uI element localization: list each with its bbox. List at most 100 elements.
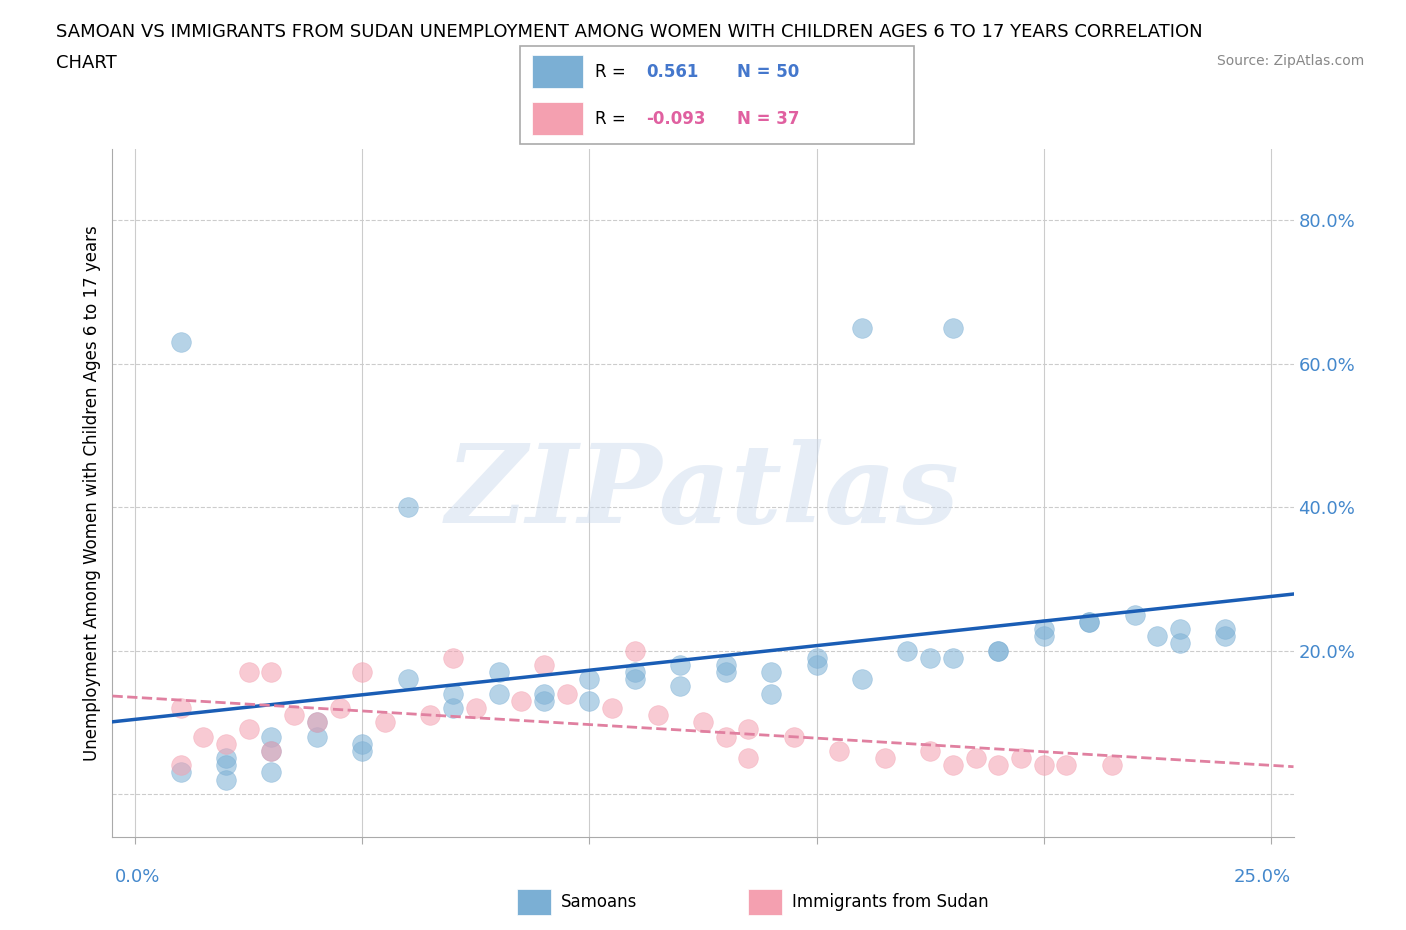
Point (329, 700, 352, 715)
Point (169, 335, 191, 350)
Point (965, 751, 987, 765)
Point (510, 694, 533, 709)
Point (488, 686, 510, 701)
Point (396, 499, 419, 514)
Point (759, 686, 782, 701)
Point (1168, 621, 1191, 636)
Text: 0.561: 0.561 (647, 63, 699, 81)
Point (942, 650, 965, 665)
Point (942, 321, 965, 336)
Point (669, 658, 692, 672)
Text: 25.0%: 25.0% (1234, 868, 1291, 886)
Point (352, 744, 374, 759)
Point (305, 715, 328, 730)
Point (1101, 758, 1123, 773)
Point (419, 708, 441, 723)
Point (806, 650, 828, 665)
Point (260, 744, 283, 759)
Point (987, 644, 1010, 658)
Point (1123, 607, 1146, 622)
Point (737, 751, 759, 765)
Point (851, 321, 873, 336)
Text: SAMOAN VS IMMIGRANTS FROM SUDAN UNEMPLOYMENT AMONG WOMEN WITH CHILDREN AGES 6 TO: SAMOAN VS IMMIGRANTS FROM SUDAN UNEMPLOY… (56, 23, 1204, 41)
Point (1054, 758, 1077, 773)
Y-axis label: Unemployment Among Women with Children Ages 6 to 17 years: Unemployment Among Women with Children A… (83, 225, 101, 761)
Point (1215, 629, 1237, 644)
Text: Samoans: Samoans (561, 893, 637, 911)
Point (1146, 629, 1168, 644)
Point (169, 700, 191, 715)
Text: N = 37: N = 37 (737, 110, 799, 127)
Point (737, 722, 759, 737)
Point (238, 722, 260, 737)
Point (920, 744, 942, 759)
Point (260, 729, 283, 744)
Text: Immigrants from Sudan: Immigrants from Sudan (793, 893, 988, 911)
Text: R =: R = (595, 110, 626, 127)
Point (1078, 615, 1101, 630)
Point (942, 758, 965, 773)
Point (692, 715, 714, 730)
Point (714, 729, 737, 744)
Point (1078, 615, 1101, 630)
Point (920, 650, 942, 665)
Point (578, 694, 600, 709)
Point (352, 737, 374, 751)
Point (600, 700, 623, 715)
Text: CHART: CHART (56, 54, 117, 72)
Point (305, 715, 328, 730)
Point (987, 758, 1010, 773)
Point (624, 665, 647, 680)
Point (555, 686, 578, 701)
Point (215, 758, 238, 773)
Point (828, 744, 851, 759)
Point (987, 644, 1010, 658)
Point (1168, 636, 1191, 651)
Point (1215, 621, 1237, 636)
Point (714, 665, 737, 680)
Point (260, 665, 283, 680)
Point (578, 671, 600, 686)
Text: Source: ZipAtlas.com: Source: ZipAtlas.com (1216, 54, 1364, 68)
Point (215, 772, 238, 787)
Text: 0.0%: 0.0% (115, 868, 160, 886)
Point (283, 708, 305, 723)
Point (238, 665, 260, 680)
Text: -0.093: -0.093 (647, 110, 706, 127)
Text: R =: R = (595, 63, 626, 81)
Point (533, 694, 555, 709)
Point (215, 751, 238, 765)
Point (714, 658, 737, 672)
Point (624, 671, 647, 686)
Point (215, 737, 238, 751)
Point (851, 671, 873, 686)
Point (759, 665, 782, 680)
Point (1032, 629, 1054, 644)
Point (169, 765, 191, 780)
Point (441, 686, 464, 701)
Point (441, 650, 464, 665)
Text: N = 50: N = 50 (737, 63, 799, 81)
Point (1010, 751, 1032, 765)
Point (1032, 758, 1054, 773)
Bar (531, 55, 583, 88)
Point (1032, 621, 1054, 636)
Point (873, 751, 896, 765)
Point (260, 765, 283, 780)
Point (396, 671, 419, 686)
Point (352, 665, 374, 680)
Point (669, 679, 692, 694)
Point (193, 729, 215, 744)
Point (464, 700, 486, 715)
Point (647, 708, 669, 723)
Bar (748, 889, 782, 915)
Point (441, 700, 464, 715)
Point (488, 665, 510, 680)
Point (260, 744, 283, 759)
Point (374, 715, 396, 730)
Point (806, 658, 828, 672)
Point (896, 644, 918, 658)
Point (533, 686, 555, 701)
Point (783, 729, 806, 744)
Point (624, 644, 647, 658)
